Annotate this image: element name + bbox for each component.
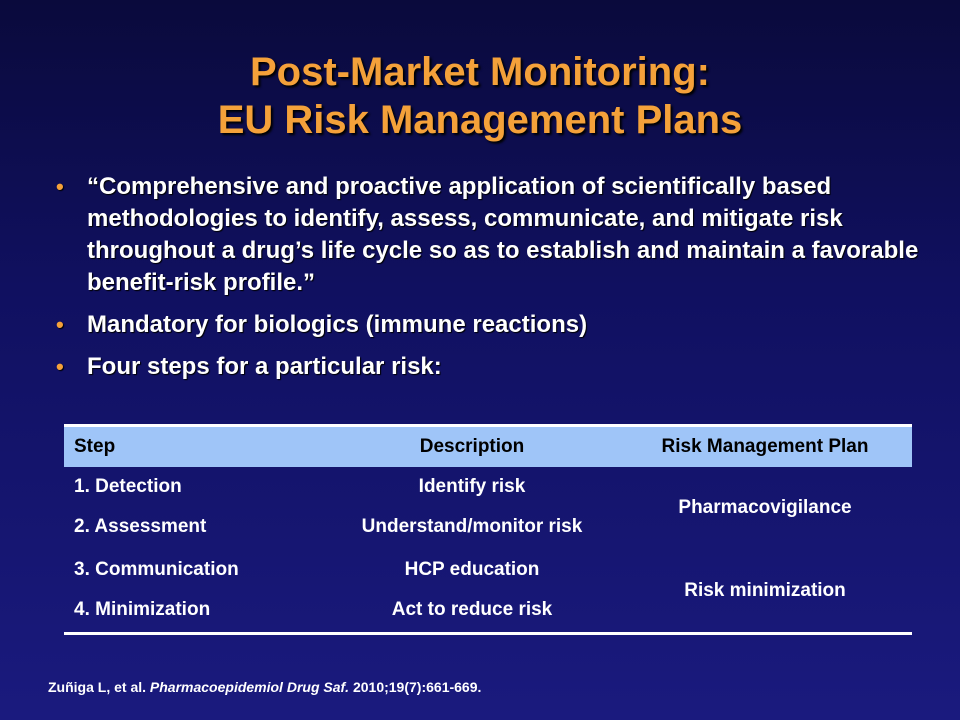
bullet-text: Mandatory for biologics (immune reaction… — [87, 311, 588, 338]
bullet-item: • Four steps for a particular risk: — [56, 351, 936, 383]
bullet-dot-icon: • — [56, 312, 64, 337]
cell-description: Act to reduce risk — [391, 599, 553, 620]
citation-authors: Zuñiga L, et al. — [48, 679, 147, 695]
cell-step: 1. Detection — [74, 476, 182, 497]
table-body: 1. Detection Identify risk 2. Assessment… — [64, 467, 912, 632]
cell-plan-risk-minimization: Risk minimization — [684, 580, 846, 601]
cell-plan-pharmacovigilance: Pharmacovigilance — [678, 497, 852, 518]
title-line-1: Post-Market Monitoring: — [250, 50, 710, 94]
citation-details: 2010;19(7):661-669. — [352, 679, 482, 695]
citation-journal: Pharmacoepidemiol Drug Saf. — [149, 679, 350, 695]
bullet-dot-icon: • — [56, 354, 64, 379]
cell-description: HCP education — [404, 559, 540, 580]
cell-description: Identify risk — [418, 476, 526, 497]
citation: Zuñiga L, et al. Pharmacoepidemiol Drug … — [48, 678, 481, 696]
cell-step: 3. Communication — [74, 559, 239, 580]
slide-title: Post-Market Monitoring: EU Risk Manageme… — [0, 48, 960, 144]
cell-description: Understand/monitor risk — [361, 516, 583, 537]
bullet-item: • “Comprehensive and proactive applicati… — [56, 171, 936, 299]
bullet-item: • Mandatory for biologics (immune reacti… — [56, 309, 936, 341]
cell-step: 2. Assessment — [74, 516, 207, 537]
cell-step: 4. Minimization — [74, 599, 211, 620]
risk-steps-table: Step Description Risk Management Plan 1.… — [64, 424, 912, 635]
bullet-list: • “Comprehensive and proactive applicati… — [56, 171, 936, 393]
bullet-dot-icon: • — [56, 174, 64, 199]
header-step: Step — [74, 436, 116, 457]
title-line-2: EU Risk Management Plans — [217, 98, 743, 142]
table-header-row: Step Description Risk Management Plan — [64, 427, 912, 467]
bullet-text: Four steps for a particular risk: — [87, 353, 442, 380]
header-risk-management-plan: Risk Management Plan — [661, 436, 869, 457]
bullet-text: “Comprehensive and proactive application… — [87, 173, 919, 296]
header-description: Description — [419, 436, 525, 457]
